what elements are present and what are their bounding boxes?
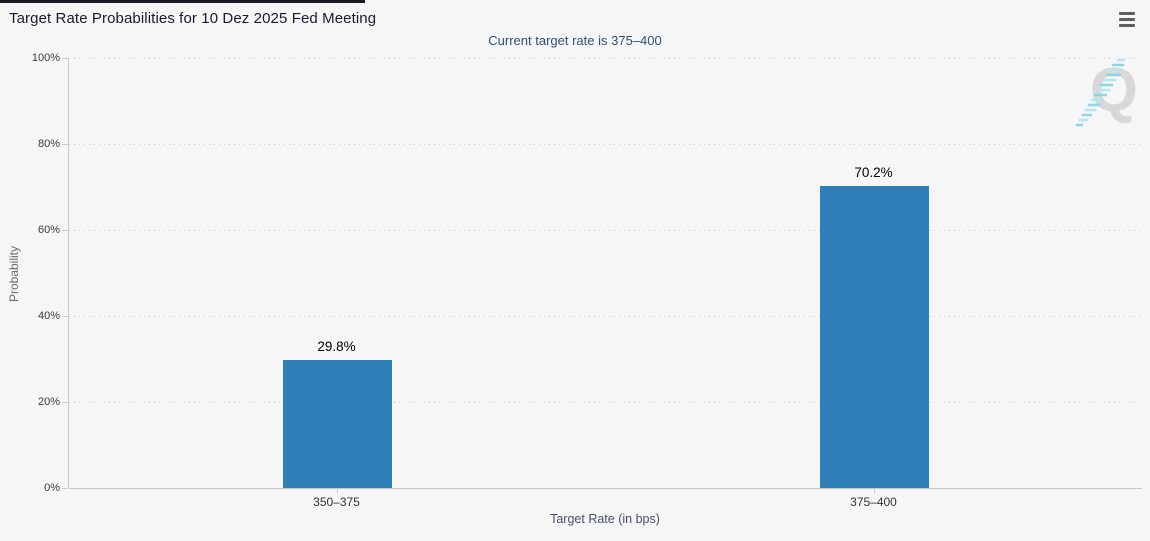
- y-tick-label: 60%: [37, 224, 60, 236]
- y-tick-mark: [62, 488, 68, 489]
- gridline: [69, 316, 1142, 317]
- bar-value-label: 70.2%: [854, 165, 893, 180]
- x-category-label: 350–375: [313, 495, 360, 509]
- hamburger-icon: [1119, 18, 1135, 21]
- gridline: [69, 58, 1142, 59]
- plot-area: [68, 58, 1142, 489]
- y-tick-label: 100%: [31, 52, 60, 64]
- top-accent-bar: [0, 0, 365, 3]
- y-tick-label: 40%: [37, 310, 60, 322]
- x-tick-mark: [337, 488, 338, 493]
- x-axis-title: Target Rate (in bps): [550, 512, 660, 526]
- chart-bar-350-375[interactable]: [283, 360, 392, 488]
- bar-value-label: 29.8%: [317, 339, 356, 354]
- chart-bar-375-400[interactable]: [820, 186, 929, 488]
- chart-menu-button[interactable]: [1119, 12, 1137, 27]
- y-axis-title: Probability: [7, 245, 21, 303]
- y-tick-label: 0%: [44, 482, 60, 494]
- y-tick-mark: [62, 144, 68, 145]
- gridline: [69, 230, 1142, 231]
- hamburger-icon: [1119, 24, 1135, 27]
- x-category-label: 375–400: [850, 495, 897, 509]
- gridline: [69, 402, 1142, 403]
- y-tick-label: 80%: [37, 138, 60, 150]
- y-tick-mark: [62, 58, 68, 59]
- y-tick-label: 20%: [37, 396, 60, 408]
- chart-subtitle: Current target rate is 375–400: [488, 33, 662, 48]
- x-axis-baseline: [69, 488, 1142, 489]
- gridline: [69, 144, 1142, 145]
- x-tick-mark: [874, 488, 875, 493]
- hamburger-icon: [1119, 12, 1135, 15]
- chart-title: Target Rate Probabilities for 10 Dez 202…: [9, 10, 377, 27]
- y-tick-mark: [62, 230, 68, 231]
- y-tick-mark: [62, 402, 68, 403]
- y-tick-mark: [62, 316, 68, 317]
